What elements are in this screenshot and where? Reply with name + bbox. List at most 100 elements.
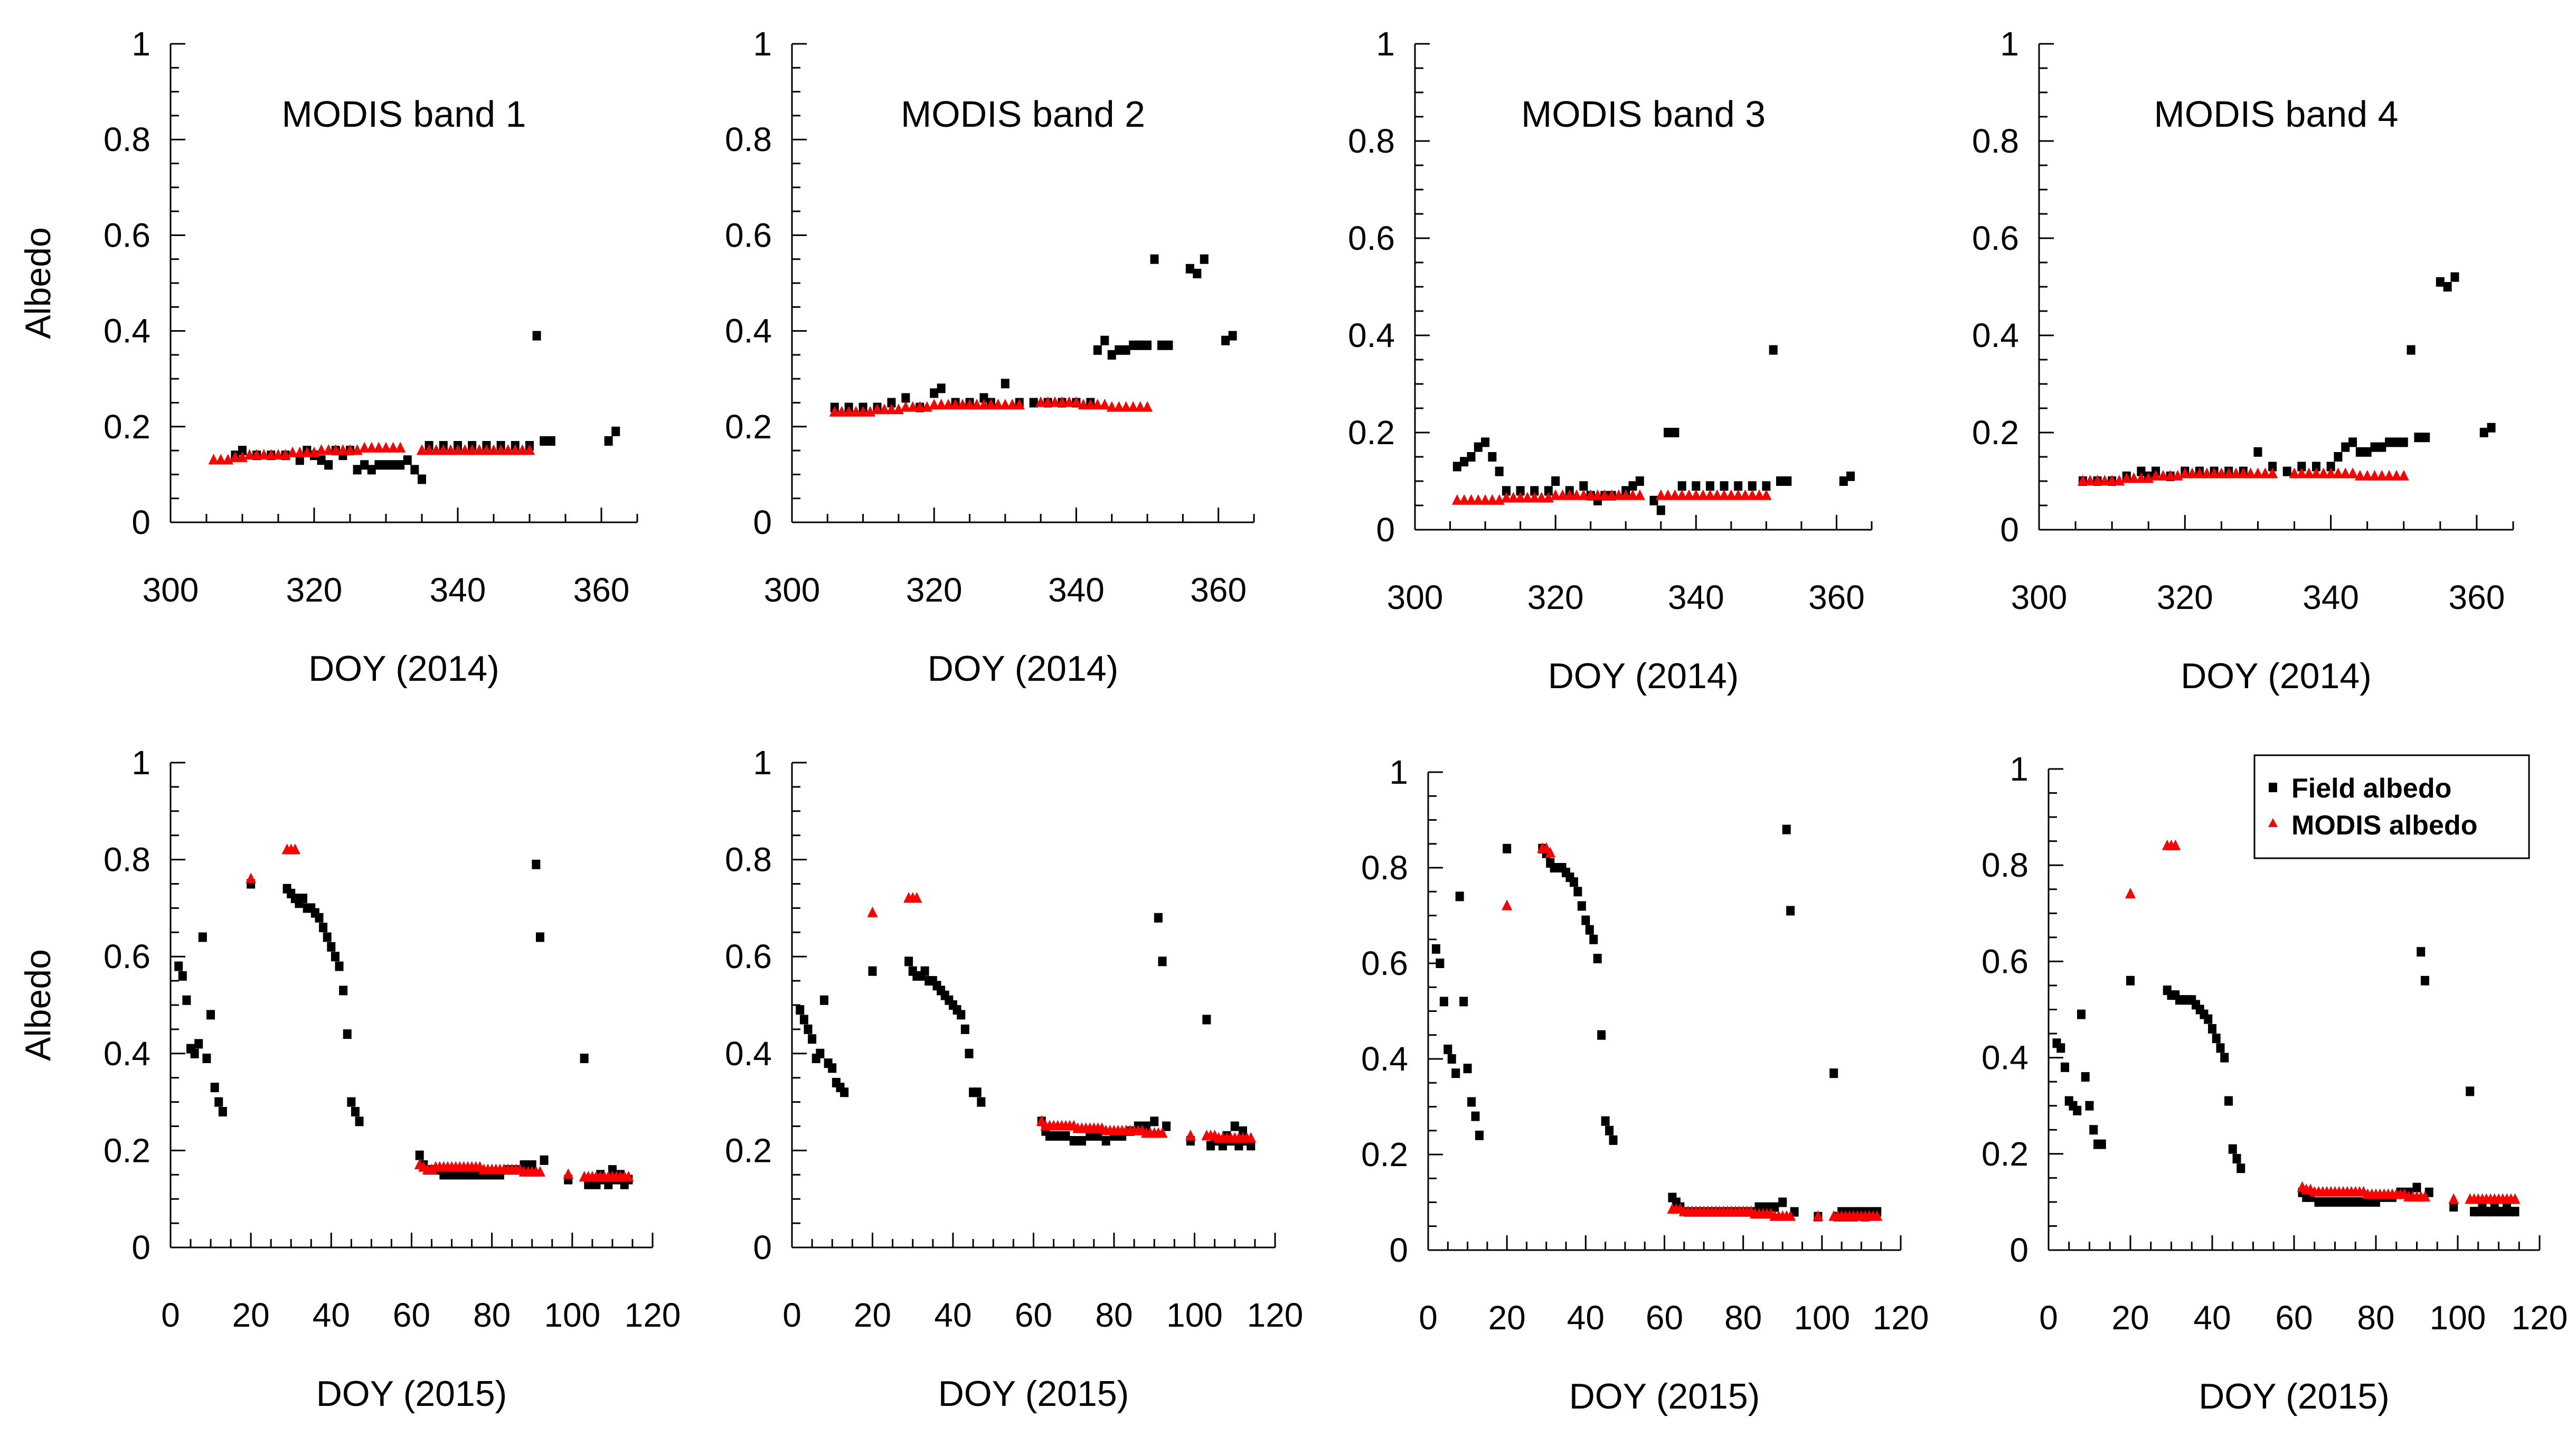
modis-albedo-point	[1725, 489, 1737, 500]
field-albedo-point	[2204, 1014, 2213, 1024]
modis-albedo-point	[445, 444, 456, 455]
field-albedo-point	[1839, 476, 1848, 486]
modis-albedo-point	[1627, 489, 1638, 500]
modis-albedo-point	[1545, 847, 1556, 858]
modis-albedo-point	[2092, 475, 2103, 485]
field-albedo-point	[2399, 437, 2408, 447]
modis-albedo-point	[1655, 489, 1666, 500]
x-axis-title: DOY (2014)	[1548, 656, 1739, 696]
modis-albedo-point	[2179, 467, 2191, 478]
modis-albedo-point	[423, 444, 435, 455]
field-albedo-point	[535, 932, 544, 942]
field-albedo-point	[2081, 1072, 2090, 1082]
field-albedo-point	[527, 1160, 536, 1170]
modis-albedo-point	[2157, 470, 2168, 481]
modis-albedo-point	[1085, 399, 1096, 410]
field-albedo-point	[355, 1116, 364, 1127]
field-albedo-point	[1782, 824, 1791, 834]
field-albedo-point	[887, 398, 896, 408]
field-albedo-point	[2339, 1197, 2347, 1207]
x-tick-label: 80	[1095, 1296, 1133, 1334]
modis-albedo-point	[2150, 470, 2162, 481]
field-albedo-point	[317, 455, 326, 465]
modis-albedo-point	[1473, 494, 1484, 505]
modis-albedo-point	[985, 399, 996, 410]
field-albedo-point	[1705, 481, 1714, 491]
modis-albedo-point	[1578, 489, 1589, 500]
y-tick-label: 1	[1376, 25, 1395, 63]
modis-albedo-point	[1515, 492, 1526, 503]
field-albedo-point	[2355, 447, 2364, 457]
modis-albedo-point	[1135, 401, 1146, 412]
legend-modis-label: MODIS albedo	[2291, 810, 2477, 841]
modis-albedo-point	[316, 444, 327, 455]
y-tick-label: 0.4	[103, 312, 150, 350]
field-albedo-point	[960, 1024, 969, 1034]
modis-albedo-point	[301, 446, 313, 457]
modis-albedo-point	[289, 843, 300, 855]
modis-albedo-point	[495, 444, 506, 455]
modis-albedo-point	[208, 454, 219, 465]
modis-albedo-point	[273, 449, 284, 460]
field-albedo-point	[1193, 268, 1202, 278]
field-albedo-point	[2297, 462, 2306, 472]
field-albedo-point	[1481, 437, 1490, 447]
x-tick-label: 360	[1190, 571, 1247, 609]
modis-albedo-point	[1669, 489, 1681, 500]
field-albedo-point	[1846, 471, 1855, 481]
modis-albedo-point	[2136, 472, 2147, 483]
modis-albedo-point	[1550, 489, 1561, 500]
field-albedo-point	[1475, 1130, 1484, 1140]
y-tick-label: 1	[2009, 750, 2028, 788]
modis-albedo-point	[1056, 396, 1068, 407]
modis-albedo-point	[2267, 467, 2278, 478]
field-albedo-point	[608, 1165, 617, 1175]
field-albedo-point	[937, 383, 946, 393]
x-tick-label: 80	[2357, 1299, 2394, 1337]
field-albedo-point	[804, 1024, 813, 1034]
field-albedo-point	[2137, 466, 2146, 476]
y-tick-label: 1	[2000, 25, 2019, 63]
field-albedo-point	[1467, 452, 1476, 462]
x-axis-title: DOY (2015)	[1569, 1376, 1760, 1416]
modis-albedo-point	[323, 444, 334, 455]
modis-albedo-point	[929, 399, 940, 410]
field-albedo-point	[202, 1053, 211, 1063]
field-albedo-point	[1829, 1068, 1838, 1078]
chart-panel-5: 0 0.2 0.4 0.6 0.8 1 0 20 40 60 80 100 120 DOY (2015) A…	[18, 744, 681, 1414]
modis-albedo-point	[623, 1170, 634, 1181]
field-albedo-point	[1053, 1131, 1062, 1141]
modis-albedo-point	[1078, 399, 1089, 410]
modis-albedo-point	[2128, 472, 2139, 483]
x-tick-label: 300	[2011, 578, 2068, 616]
field-albedo-point	[1677, 481, 1686, 491]
modis-albedo-point	[509, 444, 521, 455]
field-albedo-point	[439, 1170, 448, 1180]
field-albedo-point	[2097, 1139, 2106, 1149]
modis-albedo-point	[1099, 399, 1110, 410]
field-albedo-point	[447, 1170, 456, 1180]
field-albedo-point	[2314, 1197, 2323, 1207]
legend: Field albedo MODIS albedo	[2253, 754, 2530, 859]
modis-albedo-point	[914, 401, 926, 412]
field-albedo-point	[1107, 350, 1116, 360]
field-albedo-point	[2479, 428, 2488, 437]
modis-albedo-point	[366, 442, 377, 453]
y-tick-label: 0.2	[725, 408, 772, 446]
x-axis-title: DOY (2015)	[316, 1374, 507, 1414]
modis-albedo-point	[1691, 489, 1702, 500]
field-albedo-point	[796, 1005, 805, 1015]
field-albedo-point	[1770, 1202, 1779, 1212]
y-tick-label: 0	[2000, 511, 2019, 549]
modis-albedo-point	[2107, 475, 2118, 485]
field-albedo-point	[540, 436, 549, 446]
field-albedo-point	[2377, 442, 2386, 452]
field-albedo-point	[323, 932, 332, 942]
modis-albedo-point	[993, 399, 1004, 410]
field-albedo-point	[540, 1155, 549, 1165]
modis-albedo-point	[843, 406, 854, 417]
field-albedo-point	[1778, 1197, 1787, 1207]
x-tick-label: 340	[2303, 578, 2359, 616]
modis-albedo-point	[1142, 401, 1153, 412]
modis-albedo-point	[215, 454, 227, 465]
